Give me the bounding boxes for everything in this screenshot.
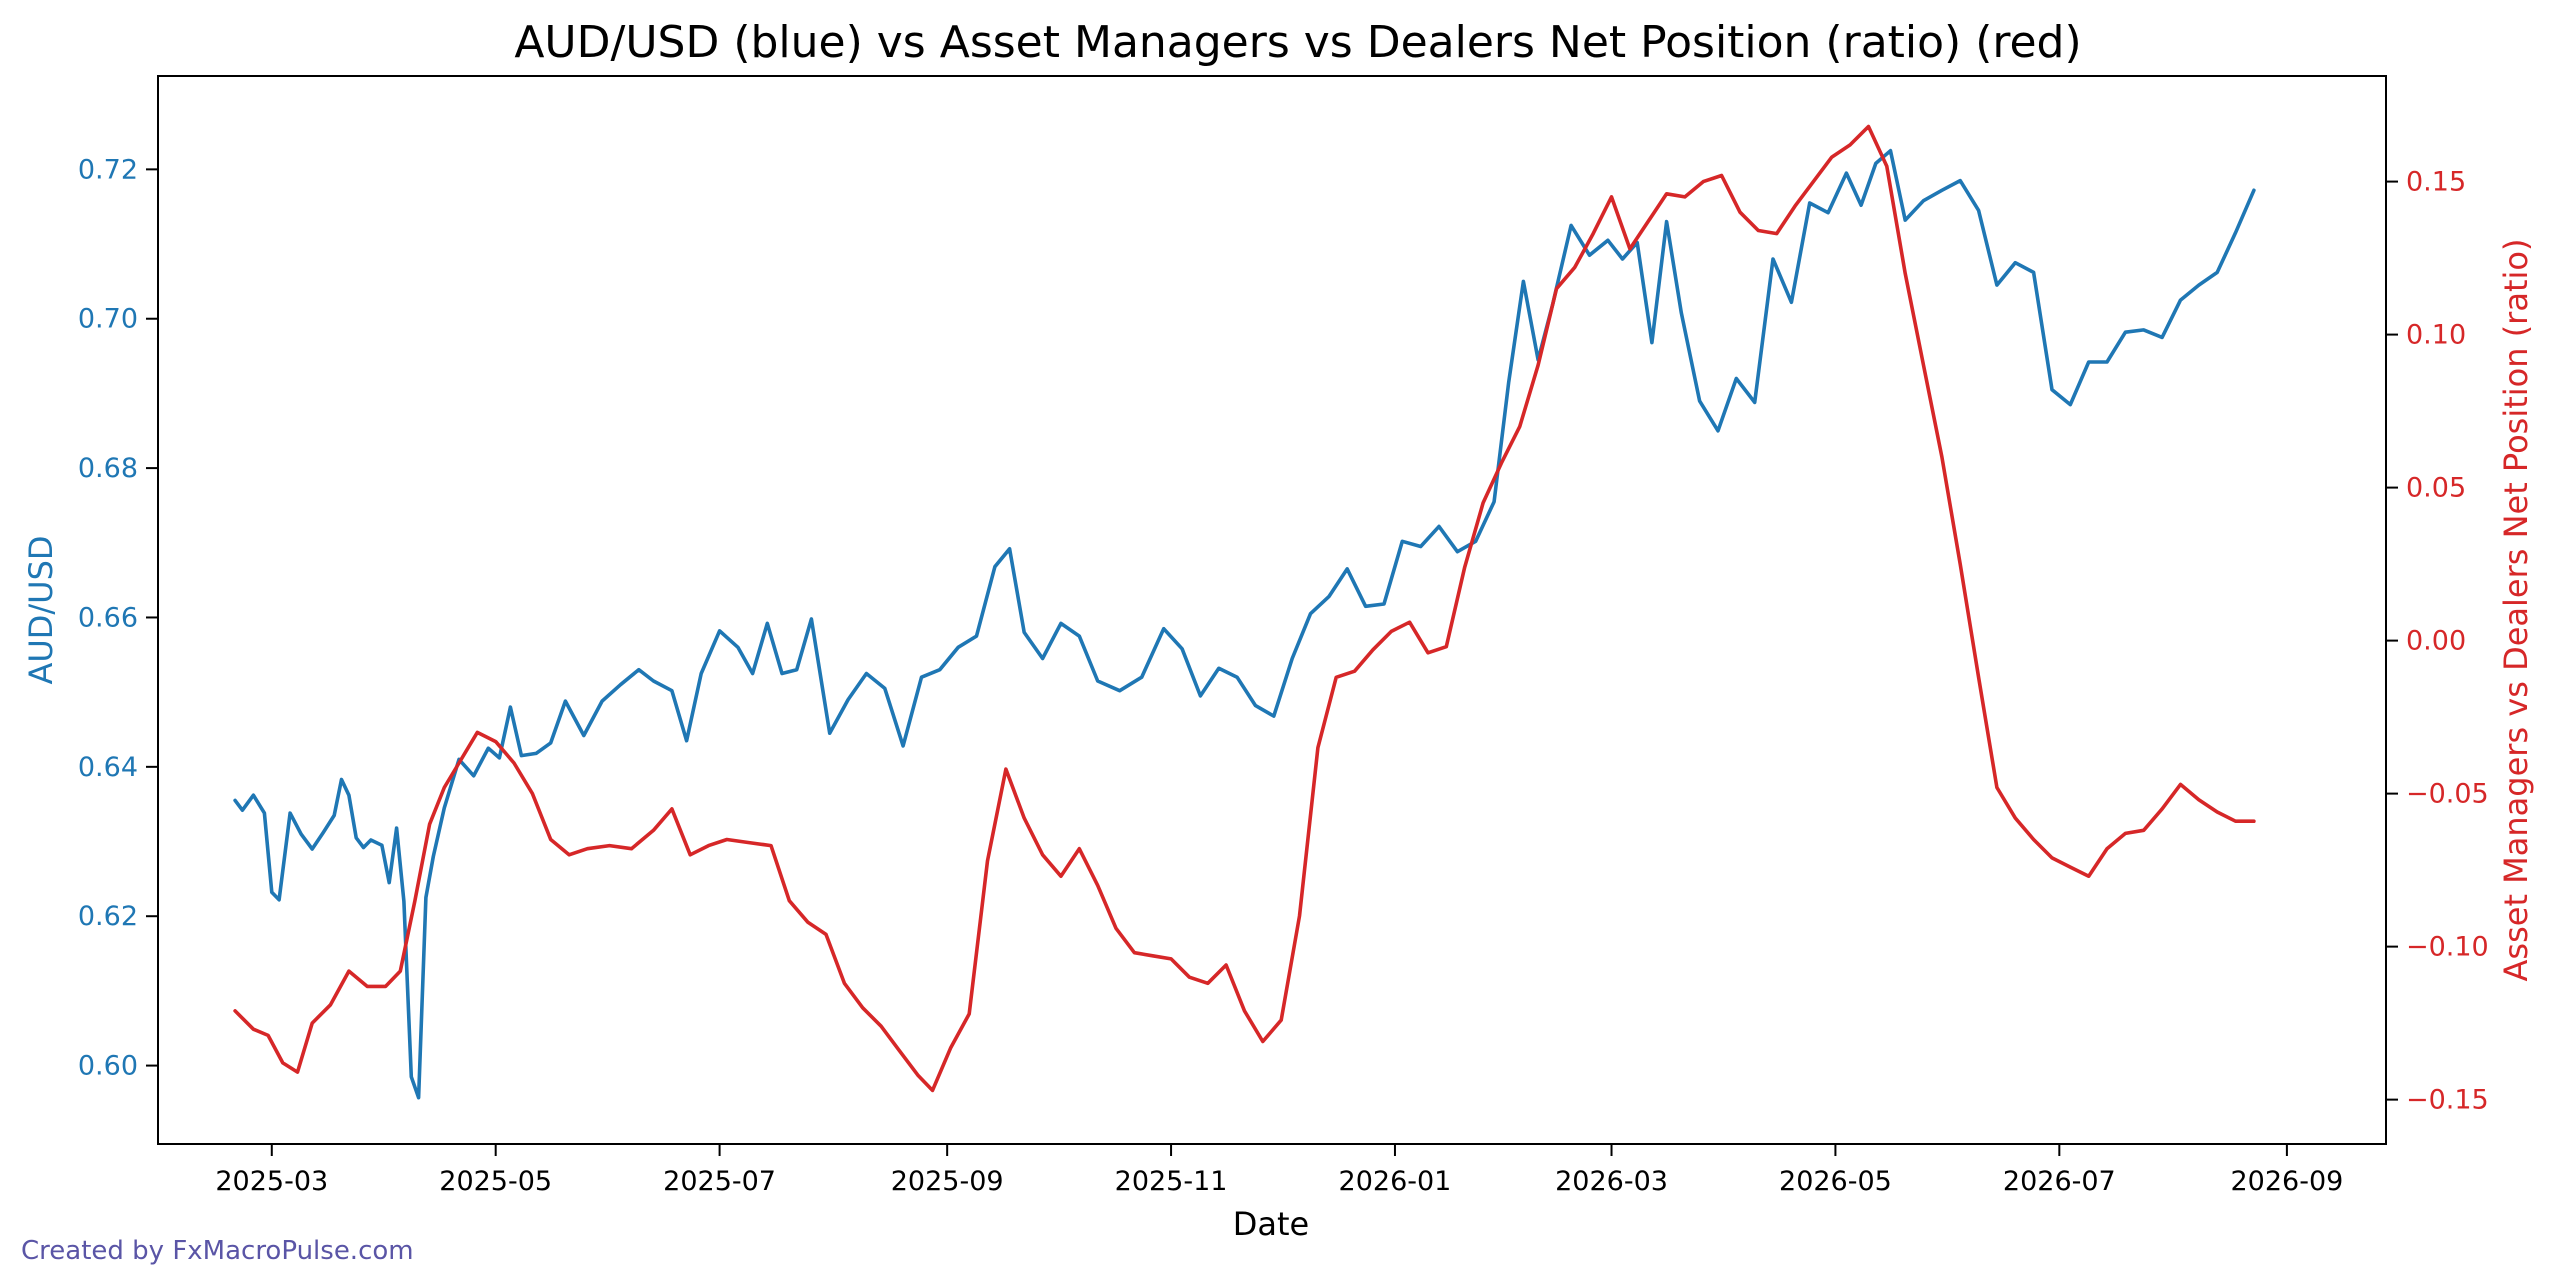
y-right-tick-label: 0.00 bbox=[2406, 626, 2466, 657]
y-axis-right-label: Asset Managers vs Dealers Net Position (… bbox=[2497, 239, 2535, 982]
x-axis-label: Date bbox=[1233, 1205, 1309, 1243]
y-axis-left: 0.60 0.62 0.64 0.66 0.68 0.70 0.72 bbox=[78, 154, 158, 1082]
x-tick-label: 2026-03 bbox=[1555, 1166, 1668, 1197]
x-tick-label: 2025-11 bbox=[1115, 1166, 1228, 1197]
net-position-series-line bbox=[233, 124, 2256, 1093]
y-right-tick-label: 0.05 bbox=[2406, 473, 2466, 504]
x-tick-label: 2026-09 bbox=[2230, 1166, 2343, 1197]
y-right-tick-label: 0.15 bbox=[2406, 167, 2466, 198]
y-left-tick-label: 0.68 bbox=[78, 453, 138, 484]
y-left-tick-label: 0.66 bbox=[78, 602, 138, 633]
y-axis-left-label: AUD/USD bbox=[22, 535, 60, 684]
y-left-tick-label: 0.72 bbox=[78, 154, 138, 185]
y-right-tick-label: 0.10 bbox=[2406, 320, 2466, 351]
audusd-series-line bbox=[233, 148, 2256, 1100]
y-right-tick-label: −0.15 bbox=[2406, 1085, 2489, 1116]
chart-title: AUD/USD (blue) vs Asset Managers vs Deal… bbox=[514, 17, 2081, 68]
y-left-tick-label: 0.70 bbox=[78, 304, 138, 335]
x-axis: 2025-03 2025-05 2025-07 2025-09 2025-11 2026-… bbox=[215, 1144, 2343, 1197]
x-tick-label: 2025-03 bbox=[215, 1166, 328, 1197]
y-left-tick-label: 0.60 bbox=[78, 1051, 138, 1082]
x-tick-label: 2025-05 bbox=[439, 1166, 552, 1197]
x-tick-label: 2026-05 bbox=[1779, 1166, 1892, 1197]
y-right-tick-label: −0.10 bbox=[2406, 932, 2489, 963]
y-right-tick-label: −0.05 bbox=[2406, 779, 2489, 810]
plot-frame bbox=[157, 75, 2387, 1145]
series-lines bbox=[233, 124, 2256, 1100]
y-left-tick-label: 0.62 bbox=[78, 901, 138, 932]
y-axis-right: −0.15 −0.10 −0.05 0.00 0.05 0.10 0.15 bbox=[2386, 167, 2489, 1116]
x-tick-label: 2025-07 bbox=[663, 1166, 776, 1197]
x-tick-label: 2026-07 bbox=[2003, 1166, 2116, 1197]
credit-text: Created by FxMacroPulse.com bbox=[21, 1236, 414, 1266]
x-tick-label: 2026-01 bbox=[1339, 1166, 1452, 1197]
y-left-tick-label: 0.64 bbox=[78, 752, 138, 783]
x-tick-label: 2025-09 bbox=[891, 1166, 1004, 1197]
